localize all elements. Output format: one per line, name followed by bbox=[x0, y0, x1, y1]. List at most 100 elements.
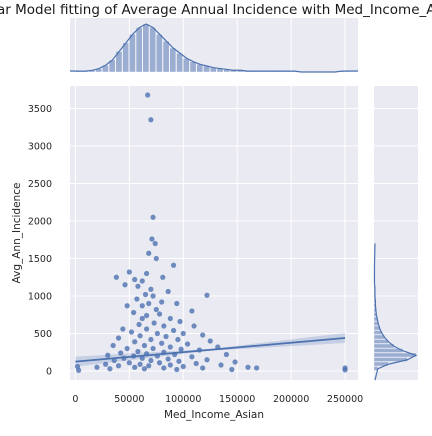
scatter-point bbox=[94, 365, 99, 370]
scatter-point bbox=[166, 289, 171, 294]
y-tick-label: 3500 bbox=[28, 104, 52, 115]
top-histogram-bar bbox=[150, 27, 156, 72]
scatter-point bbox=[116, 363, 121, 368]
scatter-point bbox=[136, 322, 141, 327]
scatter-point bbox=[140, 303, 145, 308]
scatter-point bbox=[194, 361, 199, 366]
scatter-point bbox=[144, 313, 149, 318]
scatter-point bbox=[125, 346, 130, 351]
scatter-point bbox=[342, 367, 347, 372]
scatter-point bbox=[174, 301, 179, 306]
scatter-point bbox=[181, 364, 186, 369]
scatter-point bbox=[148, 358, 153, 363]
scatter-point bbox=[127, 360, 132, 365]
scatter-point bbox=[132, 365, 137, 370]
scatter-point bbox=[166, 356, 171, 361]
scatter-point bbox=[157, 311, 162, 316]
scatter-point bbox=[168, 362, 173, 367]
top-histogram-bar bbox=[170, 48, 176, 72]
top-histogram-bar bbox=[123, 43, 129, 72]
scatter-point bbox=[171, 328, 176, 333]
y-tick-label: 1000 bbox=[28, 292, 52, 303]
scatter-point bbox=[107, 366, 112, 371]
scatter-point bbox=[157, 360, 162, 365]
scatter-point bbox=[175, 337, 180, 342]
top-histogram-bar bbox=[177, 53, 183, 72]
main-axes-background bbox=[70, 86, 358, 380]
top-histogram-bar bbox=[129, 34, 135, 72]
scatter-point bbox=[152, 320, 157, 325]
scatter-point bbox=[127, 269, 132, 274]
y-tick-label: 1500 bbox=[28, 254, 52, 265]
scatter-point bbox=[191, 323, 196, 328]
y-tick-label: 0 bbox=[46, 367, 52, 378]
scatter-point bbox=[150, 346, 155, 351]
scatter-point bbox=[120, 326, 125, 331]
scatter-point bbox=[134, 296, 139, 301]
scatter-point bbox=[154, 256, 159, 261]
scatter-point bbox=[174, 367, 179, 372]
scatter-point bbox=[254, 365, 259, 370]
scatter-point bbox=[132, 277, 137, 282]
y-tick-label: 3000 bbox=[28, 142, 52, 153]
scatter-point bbox=[132, 339, 137, 344]
scatter-point bbox=[168, 316, 173, 321]
scatter-point bbox=[114, 275, 119, 280]
scatter-point bbox=[245, 365, 250, 370]
scatter-point bbox=[224, 352, 229, 357]
scatter-point bbox=[229, 367, 234, 372]
scatter-point bbox=[159, 299, 164, 304]
top-histogram-bar bbox=[156, 34, 162, 72]
x-tick-label: 0 bbox=[72, 394, 78, 405]
scatter-point bbox=[153, 241, 158, 246]
x-axis-label: Med_Income_Asian bbox=[164, 409, 264, 421]
x-tick-label: 50000 bbox=[114, 394, 144, 405]
scatter-point bbox=[144, 271, 149, 276]
scatter-point bbox=[176, 359, 181, 364]
top-histogram-bar bbox=[197, 64, 203, 72]
top-histogram-bar bbox=[136, 27, 142, 72]
scatter-point bbox=[135, 284, 140, 289]
scatter-point bbox=[144, 326, 149, 331]
scatter-point bbox=[204, 293, 209, 298]
x-tick-label: 100000 bbox=[165, 394, 201, 405]
x-tick-label: 250000 bbox=[327, 394, 363, 405]
top-histogram-bar bbox=[190, 62, 196, 72]
scatter-point bbox=[142, 366, 147, 371]
scatter-point bbox=[148, 337, 153, 342]
scatter-point bbox=[171, 263, 176, 268]
scatter-point bbox=[200, 365, 205, 370]
scatter-point bbox=[140, 278, 145, 283]
scatter-point bbox=[218, 362, 223, 367]
scatter-point bbox=[148, 287, 153, 292]
scatter-point bbox=[149, 236, 154, 241]
scatter-point bbox=[146, 363, 151, 368]
scatter-point bbox=[204, 357, 209, 362]
scatter-point bbox=[131, 310, 136, 315]
y-axis-label: Avg_Ann_Incidence bbox=[11, 183, 23, 284]
scatter-point bbox=[189, 308, 194, 313]
y-tick-label: 500 bbox=[34, 329, 52, 340]
scatter-point bbox=[168, 344, 173, 349]
scatter-point bbox=[159, 341, 164, 346]
scatter-point bbox=[160, 275, 165, 280]
scatter-point bbox=[142, 343, 147, 348]
scatter-point bbox=[150, 293, 155, 298]
scatter-point bbox=[125, 303, 130, 308]
scatter-point bbox=[185, 341, 190, 346]
x-tick-label: 150000 bbox=[219, 394, 255, 405]
chart-title: Linear Model fitting of Average Annual I… bbox=[0, 2, 432, 18]
scatter-point bbox=[154, 307, 159, 312]
scatter-point bbox=[208, 338, 213, 343]
top-histogram-bar bbox=[143, 24, 149, 72]
scatter-point bbox=[200, 332, 205, 337]
scatter-point bbox=[146, 251, 151, 256]
scatter-point bbox=[76, 368, 81, 373]
scatter-point bbox=[116, 335, 121, 340]
scatter-point bbox=[155, 331, 160, 336]
scatter-point bbox=[163, 334, 168, 339]
scatter-point bbox=[111, 343, 116, 348]
y-tick-label: 2000 bbox=[28, 217, 52, 228]
